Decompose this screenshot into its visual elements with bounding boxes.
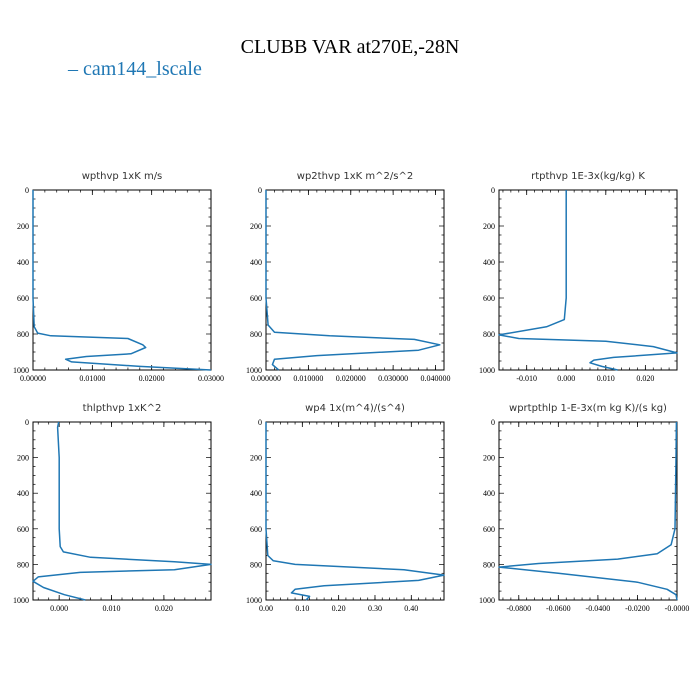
y-tick-label: 400 [17,489,29,498]
y-tick-label: 1000 [246,366,262,375]
series-line [265,190,441,371]
plot-frame [265,189,445,371]
panel-title: wpthvp 1xK m/s [82,171,163,182]
x-tick-label: 0.00000 [20,374,46,383]
x-tick-label: -0.010 [516,374,537,383]
y-tick-label: 200 [250,454,262,463]
x-tick-label: -0.0400 [586,604,611,613]
x-tick-label: 0.010000 [293,374,323,383]
y-tick-label: 200 [483,222,495,231]
y-tick-label: 400 [17,258,29,267]
y-tick-label: 1000 [13,596,29,605]
y-tick-label: 200 [17,222,29,231]
y-tick-label: 800 [483,330,495,339]
y-tick-label: 400 [483,489,495,498]
y-tick-label: 0 [491,186,495,195]
x-tick-label: 0.20 [332,604,346,613]
x-tick-label: 0.02000 [139,374,165,383]
legend-label: cam144_lscale [83,58,202,80]
y-tick-label: 800 [17,330,29,339]
y-tick-label: 800 [17,560,29,569]
x-tick-label: 0.010 [597,374,615,383]
panel-title: thlpthvp 1xK^2 [83,403,162,414]
y-tick-label: 200 [483,454,495,463]
legend: – cam144_lscale [68,58,202,81]
legend-marker: – [68,58,78,80]
panel-6: wprtpthlp 1-E-3x(m kg K)/(s kg) -0.0800 -0… [479,403,689,613]
y-tick-label: 0 [25,418,29,427]
series-line [265,422,445,601]
y-tick-label: 200 [250,222,262,231]
x-tick-label: -0.0800 [506,604,531,613]
x-tick-label: 0.000 [50,604,68,613]
panel-title: wp2thvp 1xK m^2/s^2 [297,171,413,182]
y-tick-label: 600 [17,294,29,303]
plot-frame [265,421,445,601]
series-line [498,421,678,601]
y-tick-label: 200 [17,454,29,463]
x-tick-label: 0.020 [636,374,654,383]
series-line [32,190,212,371]
x-tick-label: 0.000000 [251,374,281,383]
x-tick-label: 0.040000 [421,374,451,383]
x-tick-label: 0.020 [155,604,173,613]
plot-frame [32,189,212,371]
x-tick-label: 0.30 [368,604,382,613]
panel-title: wp4 1x(m^4)/(s^4) [305,403,405,414]
y-tick-label: 1000 [479,596,495,605]
y-tick-label: 600 [483,525,495,534]
x-tick-label: 0.03000 [198,374,224,383]
y-tick-label: 1000 [246,596,262,605]
y-tick-label: 800 [483,560,495,569]
x-tick-label: 0.020000 [336,374,366,383]
x-tick-label: 0.030000 [378,374,408,383]
panel-1: wpthvp 1xK m/s 0.00000 0.01000 0.02000 0.030… [13,171,224,383]
y-tick-label: 0 [25,186,29,195]
y-tick-label: 400 [250,489,262,498]
x-tick-label: 0.010 [103,604,121,613]
y-tick-label: 400 [483,258,495,267]
x-tick-label: -0.0000 [665,604,690,613]
panel-title: wprtpthlp 1-E-3x(m kg K)/(s kg) [509,403,667,414]
x-tick-label: 0.000 [557,374,575,383]
plot-frame [498,421,678,601]
series-line [498,190,678,371]
y-tick-label: 800 [250,330,262,339]
x-tick-label: 0.01000 [79,374,105,383]
y-tick-label: 0 [491,418,495,427]
y-tick-label: 0 [258,418,262,427]
y-tick-label: 600 [250,294,262,303]
y-tick-label: 400 [250,258,262,267]
y-tick-label: 1000 [13,366,29,375]
panel-4: thlpthvp 1xK^2 0.000 0.010 0.020 0 200 400 600 8… [13,403,212,613]
x-tick-label: -0.0600 [546,604,571,613]
y-tick-label: 600 [483,294,495,303]
chart-title: CLUBB VAR at270E,-28N [240,36,460,58]
y-tick-label: 1000 [479,366,495,375]
y-tick-label: 0 [258,186,262,195]
panel-5: wp4 1x(m^4)/(s^4) 0.00 0.10 0.20 0.30 0.40 0 20… [246,403,445,613]
series-line [32,421,212,601]
x-tick-label: -0.0200 [625,604,650,613]
panel-title: rtpthvp 1E-3x(kg/kg) K [531,171,645,182]
plot-frame [498,189,678,371]
y-tick-label: 800 [250,560,262,569]
y-tick-label: 600 [250,525,262,534]
x-tick-label: 0.00 [259,604,273,613]
panel-2: wp2thvp 1xK m^2/s^2 0.000000 0.010000 0.020… [246,171,451,383]
x-tick-label: 0.10 [295,604,309,613]
panel-3: rtpthvp 1E-3x(kg/kg) K -0.010 0.000 0.010 0.… [479,171,678,383]
y-tick-label: 600 [17,525,29,534]
x-tick-label: 0.40 [404,604,418,613]
